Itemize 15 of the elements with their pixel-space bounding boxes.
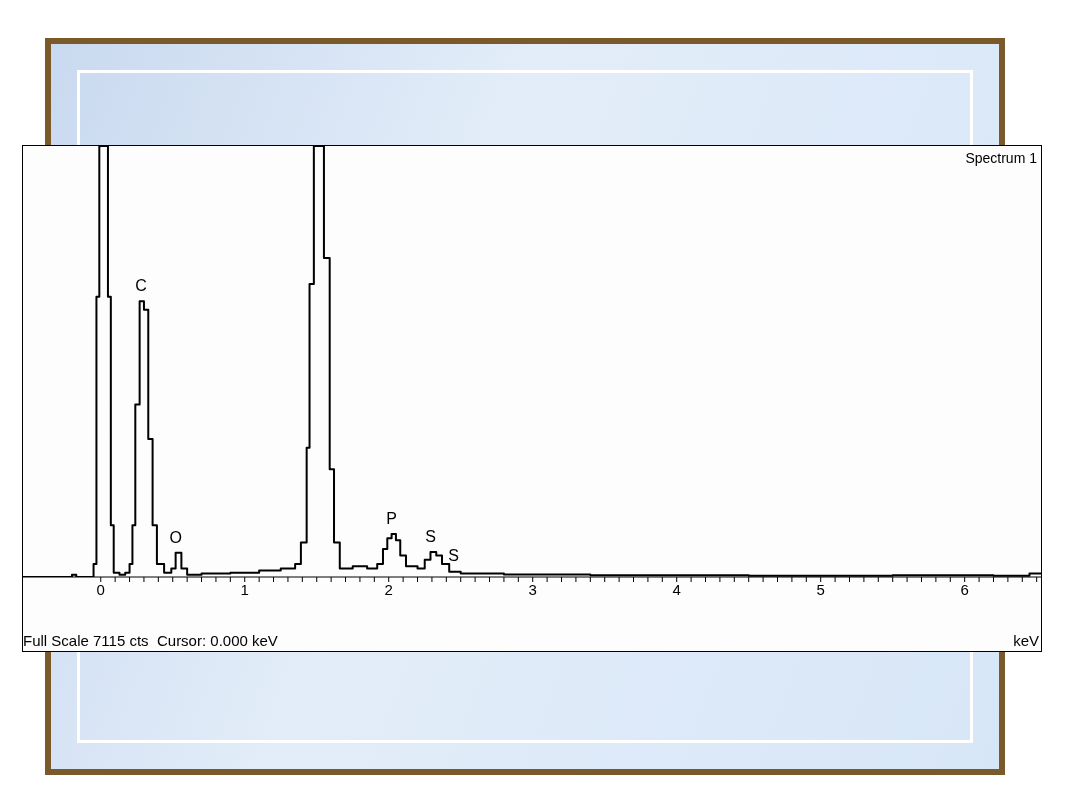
- x-tick-label: 3: [528, 580, 537, 598]
- annotation: S: [448, 546, 459, 564]
- annotation: O: [169, 528, 182, 546]
- annotation: P: [386, 509, 397, 527]
- x-tick-label: 6: [960, 580, 969, 598]
- annotation: C: [135, 277, 147, 295]
- x-tick-label: 4: [672, 580, 681, 598]
- x-tick-label: 1: [240, 580, 249, 598]
- x-tick-label: 5: [816, 580, 825, 598]
- annotation: S: [425, 528, 436, 545]
- x-tick-label: 2: [384, 580, 393, 598]
- x-axis-title: keV: [1013, 632, 1039, 649]
- x-tick-label: 0: [96, 580, 105, 598]
- annotation: Spectrum 1: [965, 150, 1037, 166]
- text: Full Scale 7115 cts Cursor: 0.000 keV: [23, 632, 278, 649]
